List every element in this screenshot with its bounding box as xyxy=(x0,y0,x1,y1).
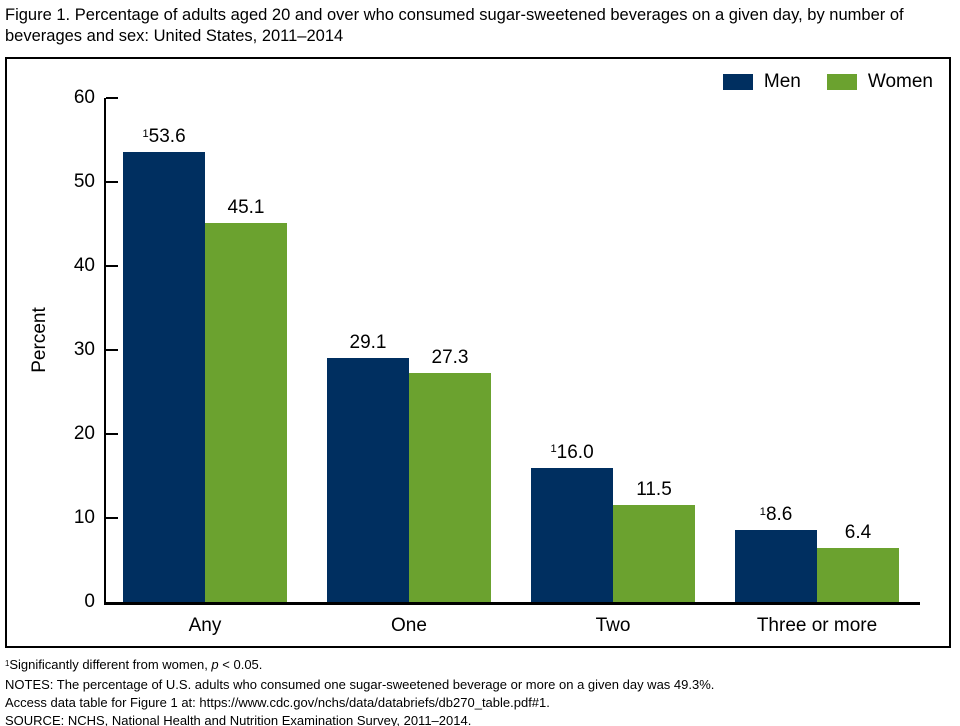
legend-label-men: Men xyxy=(763,71,801,92)
y-tick-label-20: 20 xyxy=(73,423,95,444)
y-tick-label-50: 50 xyxy=(73,171,95,192)
value-label-men-three-or-more: 18.6 xyxy=(759,503,793,525)
y-tick-label-60: 60 xyxy=(73,87,95,108)
value-label-men-one: 29.1 xyxy=(349,331,387,353)
value-label-women-any: 45.1 xyxy=(227,197,265,219)
legend-swatch-women xyxy=(826,74,857,90)
figure-title: Figure 1. Percentage of adults aged 20 a… xyxy=(5,6,904,45)
bar-women-one xyxy=(409,372,491,602)
bar-men-two xyxy=(531,467,613,602)
x-tick-label-one: One xyxy=(391,615,427,636)
footnote-sup: 1 xyxy=(5,658,10,668)
bar-men-three-or-more xyxy=(735,529,817,602)
y-tick-label-0: 0 xyxy=(84,591,95,612)
legend: Men Women xyxy=(722,71,933,93)
footnote-access: Access data table for Figure 1 at: https… xyxy=(5,695,550,710)
footnotes: 1Significantly different from women, p <… xyxy=(5,656,955,726)
y-tick-60 xyxy=(106,97,118,99)
legend-swatch-men xyxy=(722,74,753,90)
bar-women-any xyxy=(205,223,287,602)
y-tick-40 xyxy=(106,265,118,267)
y-tick-10 xyxy=(106,517,118,519)
chart-frame: Men Women Percent 153.6 29.1 116.0 18.6 45.1 2… xyxy=(5,57,951,648)
footnote-significance: 1Significantly different from women, p <… xyxy=(5,657,263,672)
footnote-notes: NOTES: The percentage of U.S. adults who… xyxy=(5,677,715,692)
legend-item-men: Men xyxy=(722,71,801,93)
y-tick-label-10: 10 xyxy=(73,507,95,528)
footnote-source: SOURCE: NCHS, National Health and Nutrit… xyxy=(5,713,472,726)
value-label-men-two: 116.0 xyxy=(550,441,594,463)
legend-item-women: Women xyxy=(826,71,933,93)
value-label-women-one: 27.3 xyxy=(431,346,469,368)
y-tick-30 xyxy=(106,349,118,351)
p-value-symbol: p xyxy=(211,657,219,672)
legend-label-women: Women xyxy=(867,71,933,92)
value-label-women-two: 11.5 xyxy=(636,479,672,501)
bar-women-three-or-more xyxy=(817,548,899,602)
bar-men-any xyxy=(123,151,205,602)
value-label-women-three-or-more: 6.4 xyxy=(844,522,872,544)
x-tick-label-three-or-more: Three or more xyxy=(756,615,878,636)
x-tick-label-two: Two xyxy=(595,615,631,636)
y-tick-label-40: 40 xyxy=(73,255,95,276)
y-tick-20 xyxy=(106,433,118,435)
significance-marker: 1 xyxy=(142,127,149,140)
significance-marker: 1 xyxy=(550,443,557,456)
x-tick-label-any: Any xyxy=(188,615,222,636)
y-tick-50 xyxy=(106,181,118,183)
y-axis-line xyxy=(104,98,106,605)
significance-marker: 1 xyxy=(759,505,766,518)
bar-women-two xyxy=(613,505,695,602)
y-tick-label-30: 30 xyxy=(73,339,95,360)
bar-men-one xyxy=(327,357,409,602)
value-label-men-any: 153.6 xyxy=(142,125,186,147)
x-axis-line xyxy=(104,602,920,605)
